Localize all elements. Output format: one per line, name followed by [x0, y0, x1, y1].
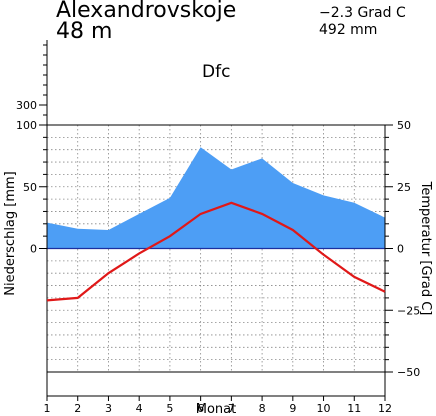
left-tick-label: 100 [16, 119, 37, 132]
x-axis-title: Monat [196, 402, 236, 416]
month-tick-label: 7 [228, 402, 235, 415]
station-elevation: 48 m [56, 19, 113, 44]
month-tick-label: 9 [289, 402, 296, 415]
month-tick-label: 5 [166, 402, 173, 415]
right-tick-label: 25 [397, 181, 411, 194]
right-tick-label: 50 [397, 119, 411, 132]
station-name: Alexandrovskoje [56, 0, 237, 23]
right-tick-label: −25 [397, 304, 420, 317]
month-tick-label: 10 [317, 402, 331, 415]
left-tick-label: 0 [30, 243, 37, 256]
temperature-line [46, 201, 386, 302]
month-tick-label: 2 [74, 402, 81, 415]
right-tick-label: 0 [397, 243, 404, 256]
month-tick-label: 1 [44, 402, 51, 415]
precipitation-area [47, 147, 385, 249]
annual-precipitation: 492 mm [319, 22, 378, 38]
climate-classification: Dfc [202, 62, 231, 82]
mean-temperature: −2.3 Grad C [319, 5, 406, 21]
precipitation-layer [46, 147, 386, 249]
right-axis-title: Temperatur [Grad C] [418, 181, 433, 316]
month-tick-label: 12 [378, 402, 392, 415]
month-tick-label: 3 [105, 402, 112, 415]
right-tick-label: −50 [397, 366, 420, 379]
month-tick-label: 6 [197, 402, 204, 415]
axis-ticks [39, 44, 393, 401]
month-tick-label: 8 [259, 402, 266, 415]
temperature-layer [46, 201, 386, 302]
left-axis-title: Niederschlag [mm] [3, 171, 18, 296]
upper-tick-label: 300 [16, 99, 37, 112]
left-tick-label: 50 [23, 181, 37, 194]
month-tick-label: 4 [136, 402, 143, 415]
month-tick-label: 11 [347, 402, 361, 415]
